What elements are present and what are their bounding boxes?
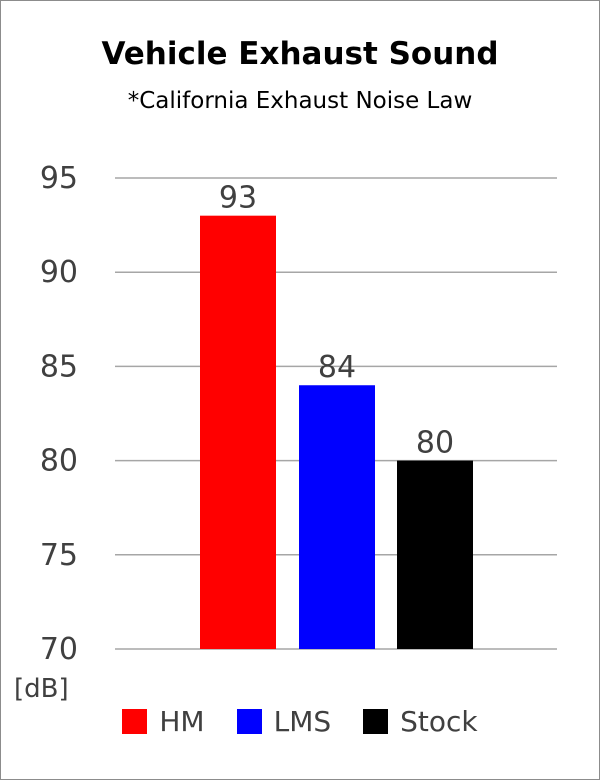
bar-hm xyxy=(200,215,276,649)
y-tick-label-95: 95 xyxy=(40,161,78,196)
data-label-hm: 93 xyxy=(219,181,257,216)
legend-item-lms: LMS xyxy=(236,705,332,738)
legend-label-lms: LMS xyxy=(273,705,332,738)
y-tick-label-90: 90 xyxy=(40,255,78,290)
data-label-lms: 84 xyxy=(318,350,356,385)
legend-swatch-lms xyxy=(236,709,262,734)
bar-stock xyxy=(397,460,473,649)
legend: HM LMS Stock xyxy=(0,705,600,738)
legend-item-stock: Stock xyxy=(363,705,478,738)
y-tick-label-75: 75 xyxy=(40,538,78,573)
data-label-stock: 80 xyxy=(416,426,454,461)
chart-title: Vehicle Exhaust Sound xyxy=(101,36,499,72)
legend-item-hm: HM xyxy=(122,705,205,738)
y-tick-label-80: 80 xyxy=(40,444,78,479)
legend-label-stock: Stock xyxy=(400,705,478,738)
legend-swatch-hm xyxy=(122,709,148,734)
bar-lms xyxy=(299,385,375,649)
y-tick-label-70: 70 xyxy=(40,632,78,667)
chart-subtitle: *California Exhaust Noise Law xyxy=(127,88,473,114)
y-tick-label-85: 85 xyxy=(40,349,78,384)
legend-swatch-stock xyxy=(363,709,389,734)
legend-label-hm: HM xyxy=(159,705,205,738)
y-axis-unit: [dB] xyxy=(14,674,69,704)
